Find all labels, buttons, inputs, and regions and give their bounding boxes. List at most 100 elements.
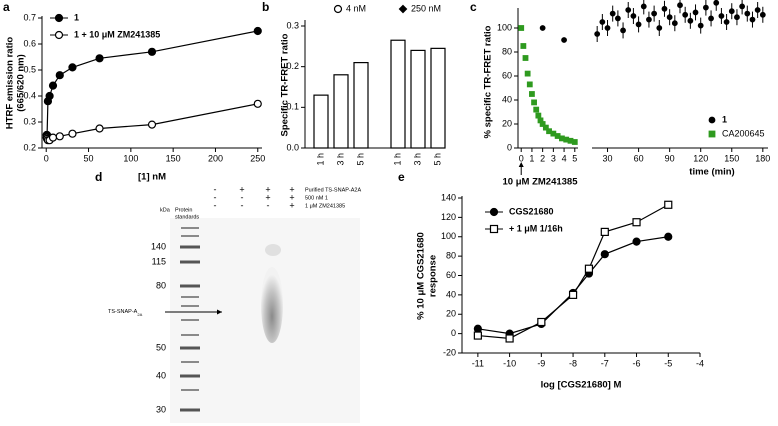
marker bbox=[744, 10, 751, 17]
x-tick-label: 90 bbox=[665, 153, 675, 163]
x-tick-label: 0 bbox=[519, 153, 524, 163]
gel-row-label: Purified TS-SNAP-A2A bbox=[305, 187, 361, 193]
marker bbox=[524, 70, 531, 77]
ladder-band bbox=[181, 235, 199, 237]
y-axis-label: (665/620 nm) bbox=[16, 54, 27, 112]
ladder-band bbox=[180, 284, 200, 288]
bar bbox=[333, 74, 349, 149]
gel-standards: standards bbox=[175, 214, 199, 220]
y-tick-label: 0.0 bbox=[286, 142, 299, 152]
marker bbox=[594, 31, 601, 37]
marker bbox=[620, 27, 626, 34]
bar bbox=[353, 61, 369, 149]
y-tick-label: 60 bbox=[502, 70, 512, 80]
marker bbox=[535, 112, 542, 119]
x-tick-label: 50 bbox=[84, 153, 94, 163]
y-tick-label: 60 bbox=[446, 270, 456, 280]
marker bbox=[723, 19, 730, 25]
y-tick-label: 20 bbox=[502, 118, 512, 128]
marker bbox=[749, 16, 756, 23]
panel-label: d bbox=[95, 170, 102, 184]
marker bbox=[147, 47, 157, 56]
marker bbox=[522, 55, 529, 61]
gel-kda: kDa bbox=[160, 207, 171, 213]
x-tick-label: 1 h bbox=[392, 153, 402, 166]
marker bbox=[677, 2, 683, 9]
gel-sign: + bbox=[289, 192, 294, 202]
ladder-band bbox=[181, 389, 199, 391]
legend-label: CA200645 bbox=[722, 128, 765, 138]
fit-line bbox=[46, 30, 258, 136]
x-axis-label: log [CGS21680] M bbox=[541, 380, 622, 391]
marker bbox=[539, 25, 546, 31]
x-tick-label: 5 h bbox=[355, 153, 365, 166]
y-tick-label: 120 bbox=[441, 212, 456, 222]
marker bbox=[614, 15, 621, 22]
y-axis-label: % specific TR-FRET ratio bbox=[483, 25, 494, 138]
x-tick-label: 4 bbox=[562, 153, 567, 163]
marker bbox=[520, 43, 527, 49]
legend-label: 1 + 10 μM ZM241385 bbox=[74, 29, 160, 39]
y-axis-label: % 10 μM CGS21680 bbox=[416, 232, 427, 320]
marker bbox=[489, 224, 499, 234]
ladder-band bbox=[180, 408, 200, 412]
panel-label: e bbox=[398, 170, 405, 184]
marker bbox=[55, 71, 64, 80]
panel-label: b bbox=[262, 0, 269, 14]
marker bbox=[664, 232, 673, 241]
marker bbox=[600, 250, 609, 259]
gel-image bbox=[165, 218, 360, 423]
marker bbox=[718, 13, 725, 19]
y-tick-label: 0.7 bbox=[23, 12, 36, 22]
marker bbox=[661, 5, 668, 12]
marker bbox=[55, 132, 64, 141]
marker bbox=[489, 207, 499, 217]
marker bbox=[68, 129, 77, 138]
bar bbox=[390, 39, 406, 149]
gel-sign: + bbox=[289, 200, 294, 210]
marker bbox=[54, 30, 64, 40]
gel-sign: - bbox=[214, 192, 217, 202]
y-tick-label: -20 bbox=[443, 347, 456, 357]
marker bbox=[537, 317, 546, 327]
x-tick-label: -6 bbox=[633, 358, 641, 368]
marker bbox=[604, 25, 611, 31]
marker bbox=[48, 81, 58, 90]
marker bbox=[754, 7, 761, 13]
x-tick-label: 1 bbox=[529, 153, 534, 163]
x-axis-label: time (min) bbox=[689, 167, 734, 178]
ladder-band bbox=[180, 245, 200, 249]
marker bbox=[68, 63, 77, 72]
ladder-band bbox=[181, 296, 199, 298]
marker bbox=[529, 91, 535, 97]
y-tick-label: 40 bbox=[446, 289, 456, 299]
fit-line bbox=[477, 236, 669, 335]
marker bbox=[632, 237, 641, 246]
x-axis-label: [1] nM bbox=[138, 172, 166, 183]
x-tick-label: -7 bbox=[601, 358, 609, 368]
gel-sign: + bbox=[289, 184, 294, 194]
marker bbox=[542, 124, 549, 131]
x-tick-label: 100 bbox=[123, 153, 138, 163]
x-tick-label: 200 bbox=[208, 153, 223, 163]
y-tick-label: 0.3 bbox=[286, 20, 299, 30]
x-tick-label: 3 bbox=[551, 153, 556, 163]
legend-label: 1 bbox=[722, 114, 727, 124]
y-tick-label: 0.2 bbox=[286, 61, 299, 71]
y-tick-label: 40 bbox=[502, 94, 512, 104]
x-tick-label: 250 bbox=[250, 153, 265, 163]
x-tick-label: -4 bbox=[696, 358, 704, 368]
marker bbox=[147, 120, 157, 129]
x-tick-label: 120 bbox=[693, 153, 708, 163]
y-tick-label: 0.2 bbox=[23, 142, 36, 152]
marker bbox=[54, 13, 64, 23]
ladder-band bbox=[181, 361, 199, 363]
ladder-band bbox=[181, 319, 199, 321]
annotation: 10 μM ZM241385 bbox=[503, 177, 579, 188]
legend-label: 4 nM bbox=[346, 3, 366, 13]
marker bbox=[759, 11, 766, 18]
y-tick-label: 80 bbox=[446, 251, 456, 261]
y-axis-label: HTRF emission ratio bbox=[5, 37, 16, 130]
marker bbox=[632, 218, 641, 227]
